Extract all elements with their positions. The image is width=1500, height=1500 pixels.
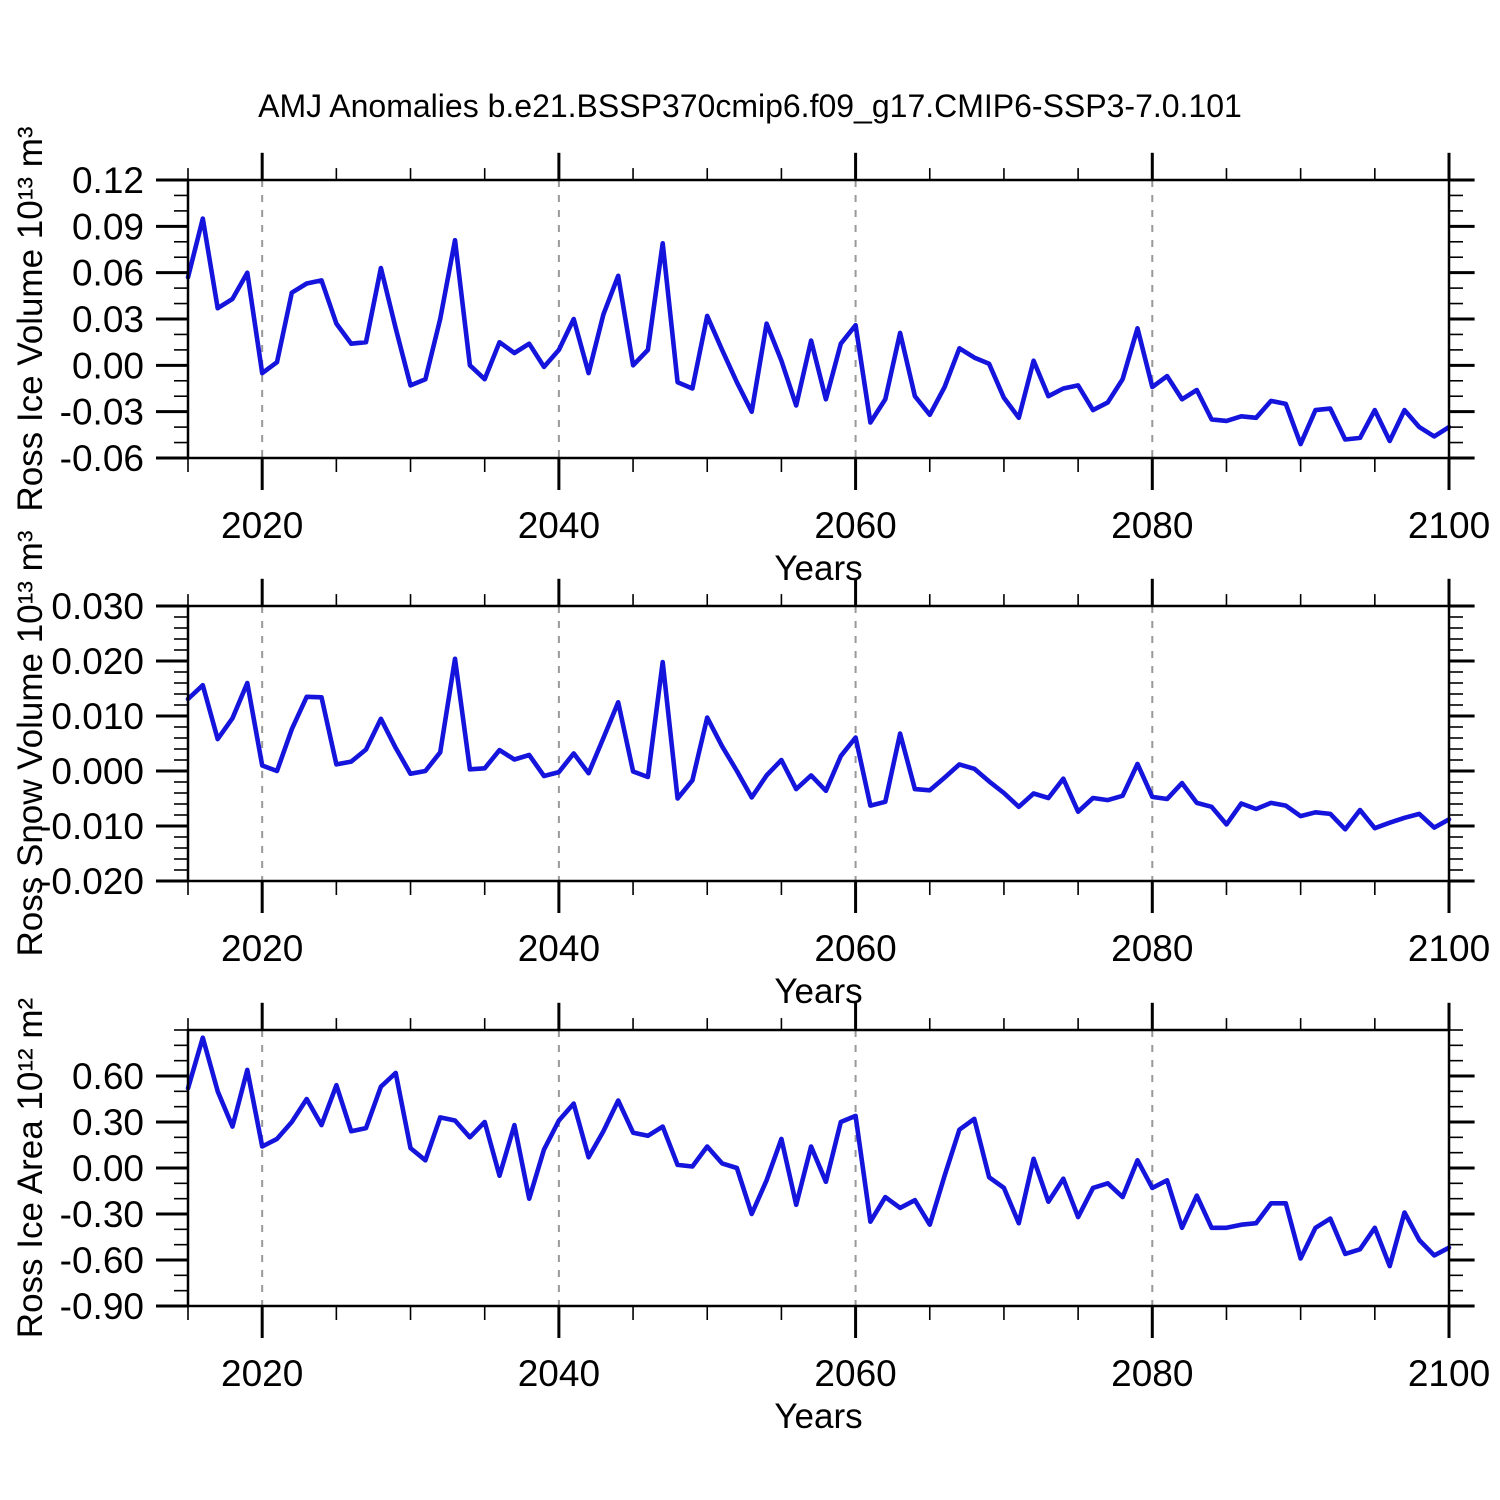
x-tick-label: 2080	[1111, 928, 1193, 969]
x-tick-label: 2100	[1408, 928, 1490, 969]
y-tick-label: 0.00	[72, 345, 144, 386]
y-tick-label: 0.09	[72, 206, 144, 247]
y-tick-label: 0.030	[51, 586, 144, 627]
x-tick-label: 2040	[518, 1353, 600, 1394]
y-tick-label: 0.30	[72, 1102, 144, 1143]
y-tick-label: -0.03	[60, 392, 144, 433]
x-axis-title: Years	[774, 1397, 862, 1436]
y-tick-label: -0.06	[60, 438, 144, 479]
x-tick-label: 2060	[814, 1353, 896, 1394]
data-line	[185, 656, 1452, 832]
y-tick-label: 0.12	[72, 160, 144, 201]
y-axis-title: Ross Ice Volume 10¹³ m³	[11, 126, 50, 511]
y-tick-label: -0.60	[60, 1240, 144, 1281]
y-axis-title: Ross Ice Area 10¹² m²	[11, 998, 50, 1338]
x-tick-label: 2040	[518, 505, 600, 546]
chart-title: AMJ Anomalies b.e21.BSSP370cmip6.f09_g17…	[258, 88, 1242, 124]
panel-ross-snow-volume: 0.030 0.020 0.010 0.000 -0.010 -0.020 2020 2040…	[11, 531, 1490, 1011]
y-tick-label: -0.90	[60, 1286, 144, 1327]
x-tick-label: 2060	[814, 928, 896, 969]
y-tick-label: -0.30	[60, 1194, 144, 1235]
y-tick-label: 0.020	[51, 641, 144, 682]
data-line	[185, 1035, 1452, 1269]
x-tick-label: 2100	[1408, 1353, 1490, 1394]
y-tick-label: 0.06	[72, 253, 144, 294]
y-tick-label: -0.010	[39, 806, 144, 847]
y-tick-label: 0.03	[72, 299, 144, 340]
panel-ross-ice-volume: 0.12 0.09 0.06 0.03 0.00 -0.03 -0.06 2020 2040 20…	[11, 126, 1490, 588]
x-tick-label: 2080	[1111, 1353, 1193, 1394]
x-tick-label: 2060	[814, 505, 896, 546]
y-axis-title: Ross Snow Volume 10¹³ m³	[11, 531, 50, 957]
y-tick-label: 0.60	[72, 1056, 144, 1097]
x-axis-title: Years	[774, 549, 862, 588]
x-tick-label: 2020	[221, 1353, 303, 1394]
x-axis-title: Years	[774, 972, 862, 1011]
panel-ross-ice-area: 0.60 0.30 0.00 -0.30 -0.60 -0.90 2020 2040 2060 2…	[11, 998, 1490, 1436]
x-tick-label: 2100	[1408, 505, 1490, 546]
x-tick-label: 2040	[518, 928, 600, 969]
y-tick-label: 0.000	[51, 751, 144, 792]
y-tick-label: -0.020	[39, 861, 144, 902]
panel-frame	[186, 604, 1451, 883]
x-tick-label: 2080	[1111, 505, 1193, 546]
x-tick-label: 2020	[221, 928, 303, 969]
y-tick-label: 0.00	[72, 1148, 144, 1189]
y-tick-label: 0.010	[51, 696, 144, 737]
x-tick-label: 2020	[221, 505, 303, 546]
data-line	[185, 216, 1452, 447]
